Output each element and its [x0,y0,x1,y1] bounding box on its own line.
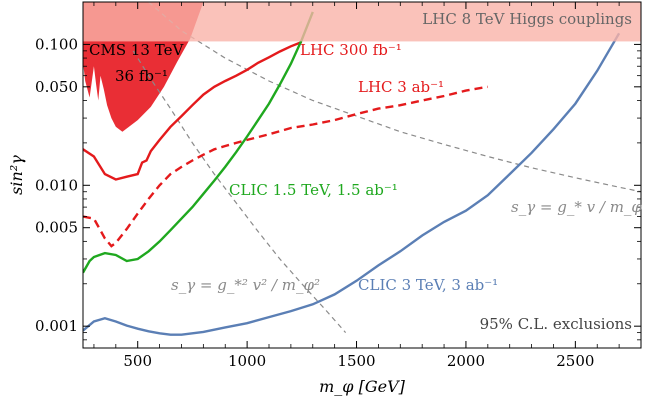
clic-3tev-line [83,32,621,336]
higgs-couplings-band [83,2,641,42]
higgs-couplings-label: LHC 8 TeV Higgs couplings [422,10,632,28]
annotation-cl: 95% C.L. exclusions [480,315,632,333]
x-tick-label: 2500 [556,352,594,370]
annotation-lhc3ab: LHC 3 ab⁻¹ [358,78,444,96]
x-tick-label: 500 [123,352,152,370]
annotation-guide1: s_γ = g_* v / m_φ [511,198,642,216]
y-tick-label: 0.001 [35,317,78,335]
annotation-cms2: 36 fb⁻¹ [115,67,168,85]
lhc-300fb-line [83,40,303,181]
x-axis-title: m_φ [GeV] [319,377,406,396]
annotation-clic3: CLIC 3 TeV, 3 ab⁻¹ [358,276,498,294]
annotation-lhc300: LHC 300 fb⁻¹ [300,41,402,59]
x-tick-label: 1000 [228,352,266,370]
annotation-cms1: CMS 13 TeV [89,41,184,59]
y-tick-label: 0.005 [35,219,78,237]
x-tick-label: 2000 [447,352,485,370]
y-tick-label: 0.050 [35,78,78,96]
annotation-guide2: s_γ = g_*² v² / m_φ² [171,276,320,294]
y-tick-label: 0.100 [35,35,78,53]
lhc-3ab-line [83,85,489,248]
annotation-clic15: CLIC 1.5 TeV, 1.5 ab⁻¹ [229,181,398,199]
y-tick-label: 0.010 [35,176,78,194]
guide-line-quadratic [132,50,347,333]
x-tick-label: 1500 [337,352,375,370]
y-axis-title: sin²γ [7,155,26,195]
clic-1p5tev-line [83,11,314,274]
plot-frame [82,1,642,349]
